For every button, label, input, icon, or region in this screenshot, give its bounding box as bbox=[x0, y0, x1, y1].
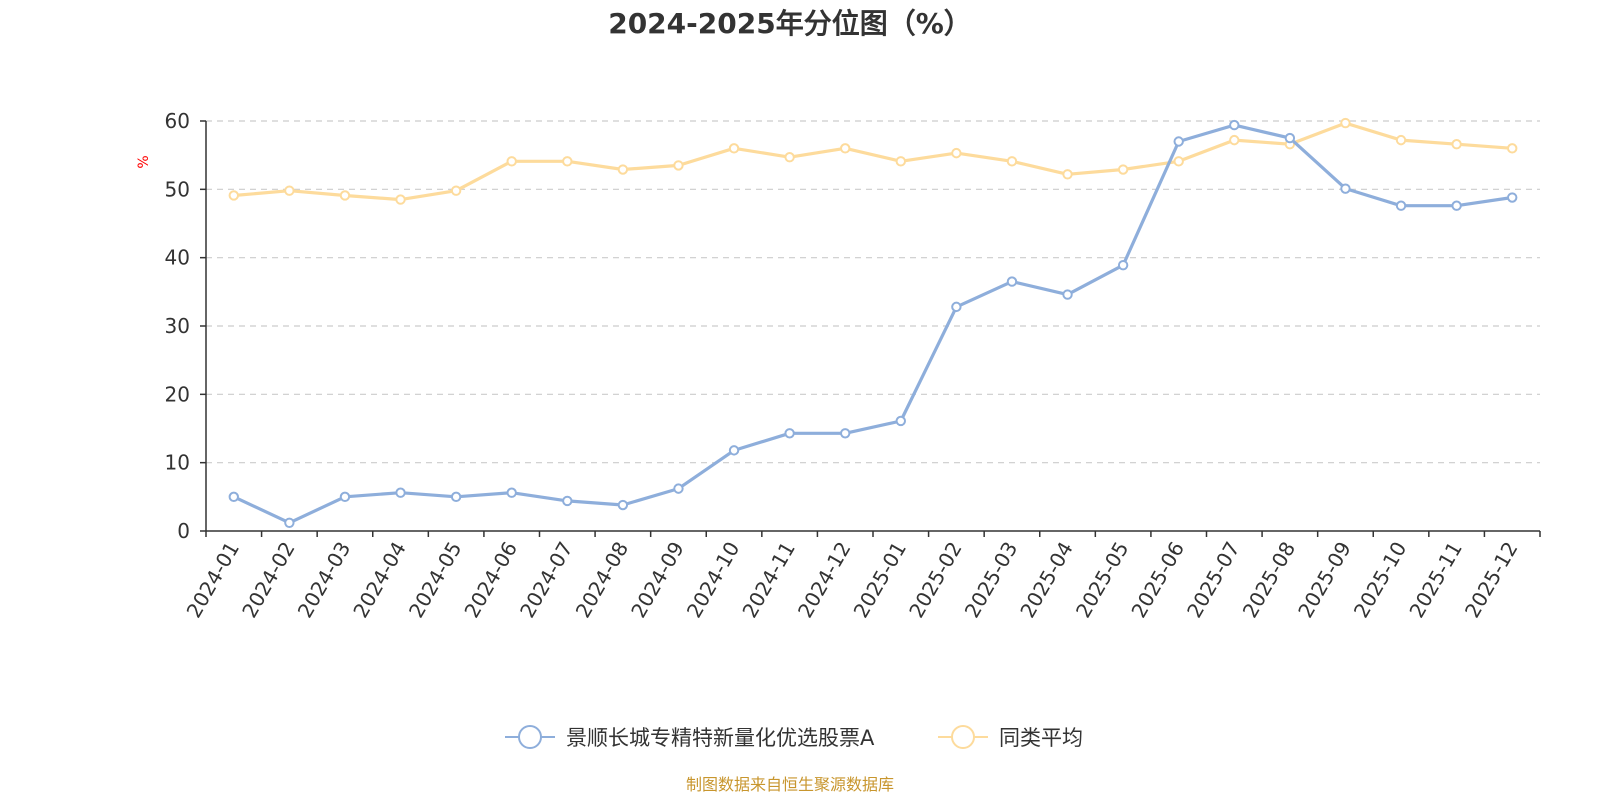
x-tick-label: 2024-06 bbox=[459, 538, 522, 622]
series-line-fund bbox=[232, 123, 1514, 525]
data-point-fund bbox=[840, 428, 851, 439]
data-point-category-average bbox=[1340, 117, 1351, 129]
x-tick-label: 2024-05 bbox=[404, 538, 467, 622]
y-tick-label: 20 bbox=[165, 382, 190, 406]
x-tick-label: 2024-07 bbox=[515, 538, 578, 622]
y-tick-label: 10 bbox=[165, 451, 190, 475]
x-tick-label: 2025-02 bbox=[904, 538, 967, 622]
data-point-fund bbox=[617, 499, 629, 511]
data-point-fund bbox=[673, 483, 684, 494]
data-point-category-average bbox=[506, 156, 517, 167]
x-tick-label: 2024-01 bbox=[182, 538, 245, 622]
x-tick-label: 2025-10 bbox=[1349, 538, 1412, 622]
data-point-category-average bbox=[1006, 156, 1018, 167]
x-tick-label: 2025-03 bbox=[960, 538, 1023, 622]
data-point-fund bbox=[506, 487, 517, 498]
data-point-fund bbox=[1507, 192, 1518, 203]
legend: 景顺长城专精特新量化优选股票A 同类平均 bbox=[505, 725, 1083, 750]
series-line-category-average bbox=[232, 121, 1514, 202]
data-point-fund bbox=[1006, 276, 1018, 287]
data-point-category-average bbox=[1451, 139, 1462, 150]
data-point-fund bbox=[228, 491, 239, 503]
data-point-category-average bbox=[1062, 169, 1073, 180]
x-tick-label: 2025-08 bbox=[1238, 538, 1301, 622]
data-point-fund bbox=[1451, 200, 1462, 211]
data-point-fund bbox=[1395, 200, 1407, 211]
x-tick-label: 2025-01 bbox=[849, 538, 912, 622]
data-point-fund bbox=[895, 415, 906, 427]
data-point-category-average bbox=[673, 160, 684, 171]
data-point-fund bbox=[395, 487, 406, 498]
data-point-fund bbox=[1173, 136, 1184, 147]
data-point-fund bbox=[1284, 132, 1296, 144]
plot-area: 0102030405060%2024-012024-022024-032024-… bbox=[136, 109, 1541, 622]
data-point-fund bbox=[1117, 259, 1129, 271]
x-tick-label: 2025-05 bbox=[1071, 538, 1134, 622]
data-point-fund bbox=[450, 491, 462, 503]
data-point-fund bbox=[1062, 289, 1073, 300]
y-tick-label: 40 bbox=[165, 246, 190, 270]
data-point-category-average bbox=[617, 164, 629, 175]
x-tick-label: 2024-12 bbox=[793, 538, 856, 622]
data-point-category-average bbox=[339, 190, 351, 201]
data-point-category-average bbox=[840, 143, 851, 154]
data-point-fund bbox=[1229, 119, 1240, 131]
data-point-fund bbox=[562, 495, 573, 507]
data-point-category-average bbox=[784, 152, 795, 163]
data-point-category-average bbox=[284, 185, 295, 196]
x-tick-label: 2025-07 bbox=[1182, 538, 1245, 622]
data-point-fund bbox=[784, 428, 795, 439]
data-point-category-average bbox=[1173, 156, 1184, 167]
data-point-category-average bbox=[395, 194, 406, 205]
x-tick-label: 2024-04 bbox=[348, 538, 411, 622]
data-point-fund bbox=[339, 491, 351, 503]
y-tick-label: 60 bbox=[165, 109, 190, 133]
data-point-category-average bbox=[228, 190, 239, 201]
x-tick-label: 2025-09 bbox=[1293, 538, 1356, 622]
y-tick-label: 0 bbox=[177, 519, 190, 543]
x-tick-label: 2024-02 bbox=[237, 538, 300, 622]
x-tick-label: 2025-06 bbox=[1126, 538, 1189, 622]
data-point-category-average bbox=[562, 156, 573, 167]
y-tick-label: 50 bbox=[165, 177, 190, 201]
data-point-category-average bbox=[951, 147, 962, 159]
legend-label-fund: 景顺长城专精特新量化优选股票A bbox=[566, 726, 875, 750]
x-tick-label: 2024-08 bbox=[571, 538, 634, 622]
x-tick-label: 2024-03 bbox=[293, 538, 356, 622]
x-tick-label: 2024-10 bbox=[682, 538, 745, 622]
y-axis-unit-label: % bbox=[136, 155, 152, 168]
x-tick-label: 2025-04 bbox=[1015, 538, 1078, 622]
data-point-category-average bbox=[1117, 164, 1129, 175]
data-source-note: 制图数据来自恒生聚源数据库 bbox=[686, 775, 894, 794]
data-point-fund bbox=[1340, 183, 1351, 194]
x-tick-label: 2024-11 bbox=[737, 538, 800, 622]
data-point-category-average bbox=[895, 156, 906, 167]
legend-marker-fund bbox=[518, 725, 542, 749]
data-point-category-average bbox=[1229, 134, 1240, 146]
x-tick-label: 2025-11 bbox=[1404, 538, 1467, 622]
x-tick-label: 2024-09 bbox=[626, 538, 689, 622]
data-point-category-average bbox=[1395, 134, 1407, 146]
data-point-fund bbox=[728, 445, 740, 456]
legend-label-category-average: 同类平均 bbox=[999, 726, 1083, 750]
legend-marker-category-average bbox=[951, 725, 975, 749]
data-point-fund bbox=[951, 301, 962, 313]
data-point-category-average bbox=[728, 143, 740, 154]
y-tick-label: 30 bbox=[165, 314, 190, 338]
x-tick-label: 2025-12 bbox=[1460, 538, 1523, 622]
data-point-fund bbox=[284, 517, 295, 528]
data-point-category-average bbox=[1507, 143, 1518, 154]
data-point-category-average bbox=[450, 185, 462, 196]
chart-title: 2024-2025年分位图（%） bbox=[608, 7, 972, 40]
